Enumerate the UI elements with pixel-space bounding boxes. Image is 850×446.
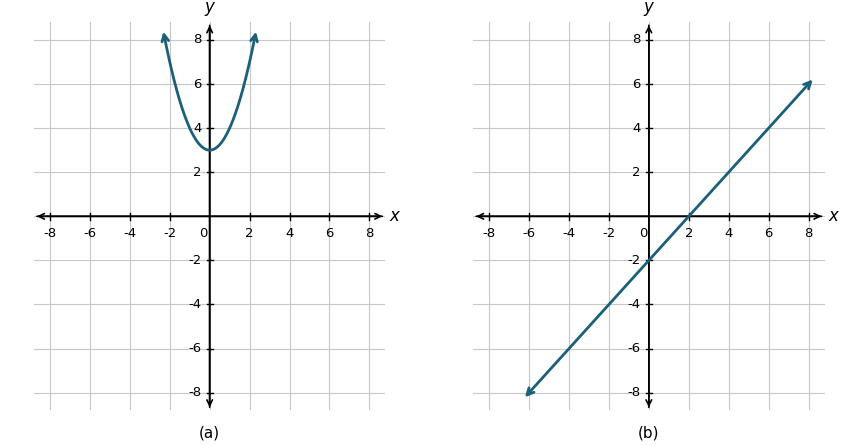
Text: 6: 6 [632, 78, 641, 91]
Text: y: y [205, 0, 214, 16]
Text: (b): (b) [638, 426, 660, 441]
Text: 4: 4 [286, 227, 294, 240]
Text: -8: -8 [483, 227, 496, 240]
Text: 4: 4 [724, 227, 733, 240]
Text: -8: -8 [189, 386, 201, 399]
Text: 4: 4 [193, 122, 201, 135]
Text: 0: 0 [638, 227, 647, 240]
Text: -2: -2 [189, 254, 201, 267]
Text: 2: 2 [632, 166, 641, 179]
Text: 2: 2 [684, 227, 693, 240]
Text: x: x [389, 207, 400, 225]
Text: 6: 6 [193, 78, 201, 91]
Text: -6: -6 [523, 227, 536, 240]
Text: x: x [829, 207, 838, 225]
Text: 6: 6 [326, 227, 334, 240]
Text: -4: -4 [189, 298, 201, 311]
Text: -4: -4 [123, 227, 136, 240]
Text: -6: -6 [189, 342, 201, 355]
Text: -2: -2 [163, 227, 176, 240]
Text: (a): (a) [199, 426, 220, 441]
Text: -2: -2 [627, 254, 641, 267]
Text: -4: -4 [627, 298, 641, 311]
Text: 2: 2 [193, 166, 201, 179]
Text: 0: 0 [200, 227, 208, 240]
Text: -6: -6 [83, 227, 96, 240]
Text: 8: 8 [366, 227, 373, 240]
Text: -4: -4 [563, 227, 575, 240]
Text: 8: 8 [632, 33, 641, 46]
Text: y: y [644, 0, 654, 16]
Text: 8: 8 [804, 227, 813, 240]
Text: -8: -8 [43, 227, 57, 240]
Text: 8: 8 [193, 33, 201, 46]
Text: -6: -6 [627, 342, 641, 355]
Text: 6: 6 [764, 227, 773, 240]
Text: 2: 2 [246, 227, 254, 240]
Text: 4: 4 [632, 122, 641, 135]
Text: -8: -8 [627, 386, 641, 399]
Text: -2: -2 [603, 227, 615, 240]
